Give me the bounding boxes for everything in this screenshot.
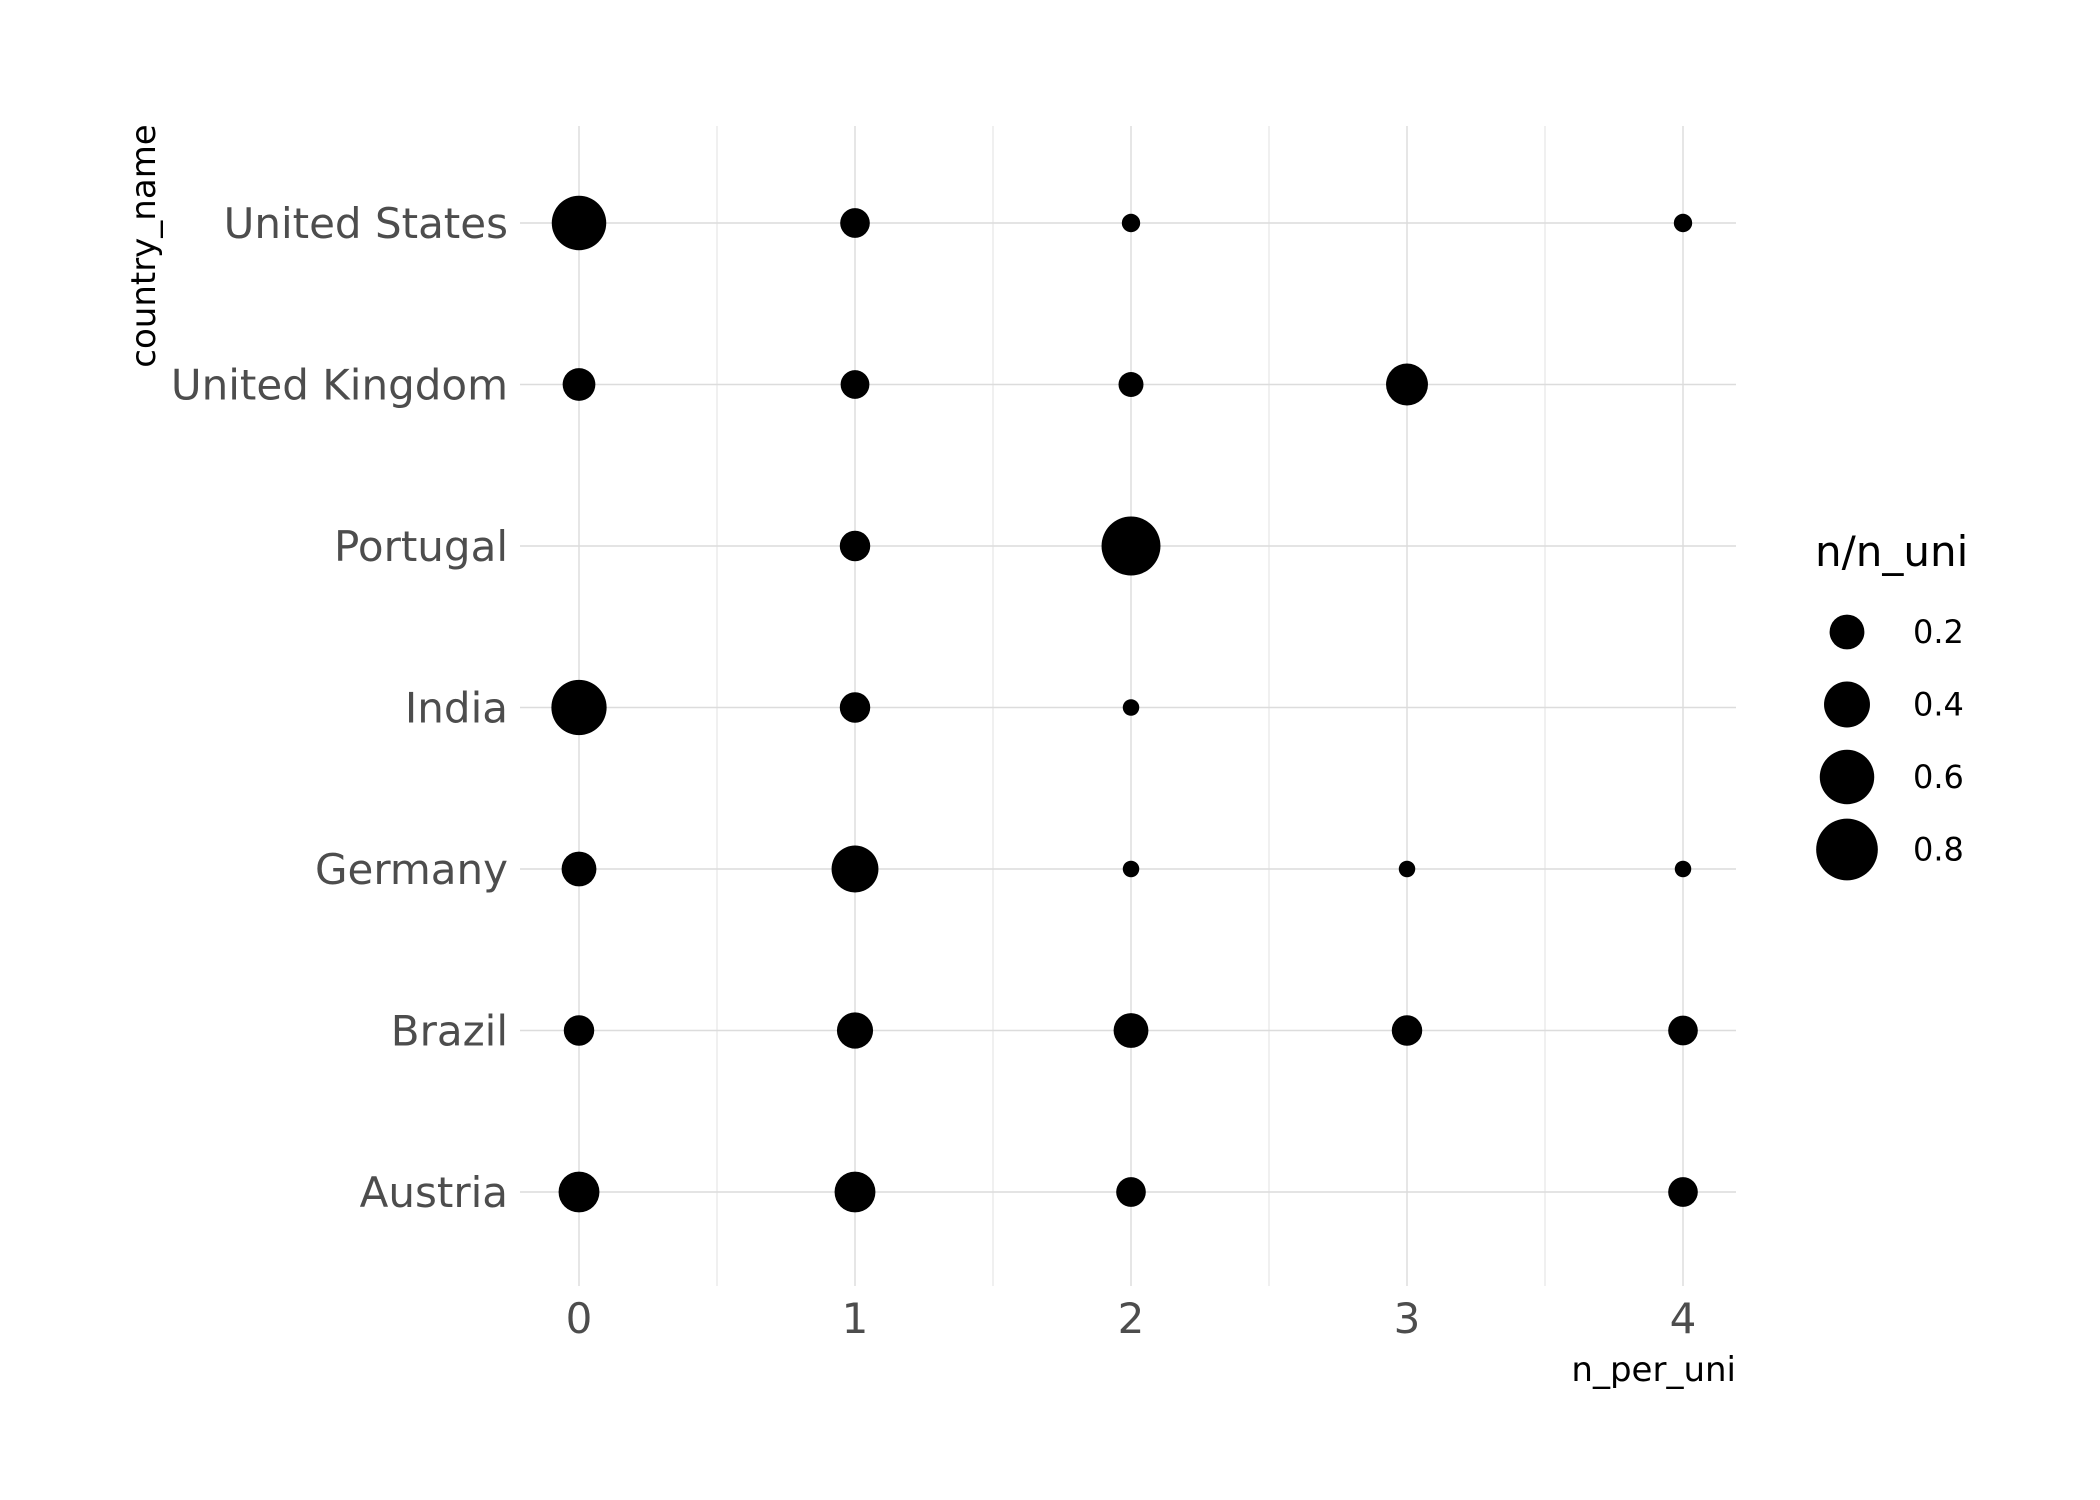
y-tick-label: Austria	[360, 1168, 508, 1217]
y-tick-label: United Kingdom	[171, 361, 508, 410]
x-axis-ticks: 0 1 2 3 4	[566, 1294, 1697, 1343]
y-axis-ticks: United States United Kingdom Portugal India…	[171, 199, 508, 1217]
data-point	[1673, 213, 1693, 233]
data-points	[551, 195, 1698, 1213]
data-point	[1674, 860, 1692, 878]
x-tick-label: 1	[842, 1294, 869, 1343]
data-point	[834, 1171, 876, 1213]
data-point	[840, 370, 870, 399]
y-tick-label: India	[405, 684, 508, 733]
legend-label: 0.8	[1913, 831, 1964, 869]
data-point	[840, 208, 870, 238]
legend-label: 0.2	[1913, 613, 1964, 651]
data-point	[839, 530, 871, 562]
legend-label: 0.4	[1913, 686, 1964, 724]
legend-label: 0.6	[1913, 758, 1964, 796]
data-point	[831, 845, 879, 893]
data-point	[1118, 372, 1144, 397]
legend-items: 0.2 0.4 0.6 0.8	[1816, 613, 1964, 881]
data-point	[1121, 213, 1141, 233]
y-axis-title: country_name	[124, 124, 164, 367]
legend-key	[1819, 749, 1875, 805]
data-point	[1386, 363, 1428, 406]
y-tick-label: United States	[224, 199, 508, 248]
data-point	[1116, 1177, 1146, 1207]
data-point	[563, 1015, 595, 1046]
data-point	[558, 1171, 600, 1213]
data-point	[1398, 860, 1416, 878]
data-point	[551, 195, 607, 251]
y-tick-label: Germany	[315, 845, 508, 894]
x-tick-label: 0	[566, 1294, 593, 1343]
x-tick-label: 2	[1118, 1294, 1145, 1343]
data-point	[1101, 516, 1161, 576]
data-point	[1122, 699, 1140, 716]
data-point	[1668, 1177, 1698, 1207]
data-point	[839, 692, 871, 723]
data-point	[561, 851, 597, 887]
x-tick-label: 3	[1394, 1294, 1421, 1343]
size-legend: n/n_uni 0.2 0.4 0.6 0.8	[1815, 527, 1968, 881]
legend-key	[1816, 818, 1878, 881]
legend-title: n/n_uni	[1815, 527, 1968, 576]
y-tick-label: Portugal	[334, 522, 508, 571]
data-point	[1391, 1015, 1423, 1046]
data-point	[1668, 1015, 1698, 1046]
legend-key	[1829, 614, 1865, 650]
legend-key	[1824, 681, 1870, 728]
data-point	[1113, 1013, 1149, 1048]
x-tick-label: 4	[1670, 1294, 1697, 1343]
data-point	[551, 679, 607, 736]
data-point	[562, 368, 596, 401]
y-tick-label: Brazil	[391, 1007, 508, 1056]
x-axis-title: n_per_uni	[1571, 1350, 1736, 1390]
data-point	[836, 1012, 874, 1049]
data-point	[1122, 860, 1140, 878]
